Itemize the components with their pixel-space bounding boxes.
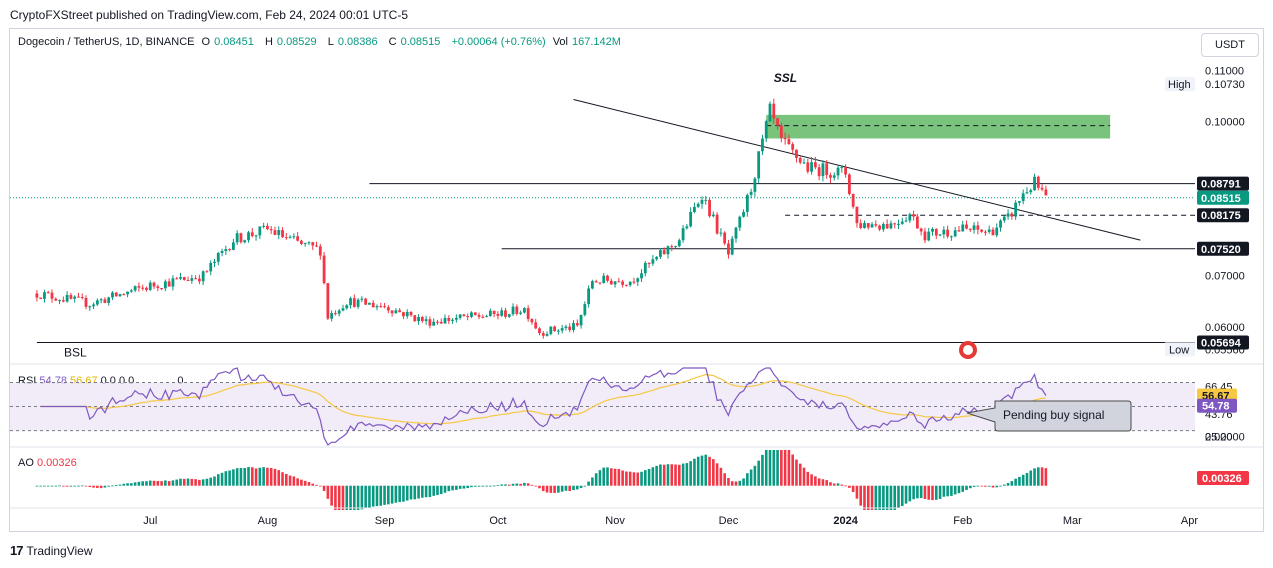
low-value: 0.08386: [337, 36, 378, 48]
rsi-legend: RSI 54.78 56.67 0 0 0 0 0: [18, 375, 183, 387]
ao-legend: AO 0.00326: [18, 457, 77, 469]
low-label: L: [327, 36, 334, 48]
open-value: 0.08451: [214, 36, 254, 48]
rsi-value: 54.78: [39, 375, 67, 387]
vol-label: Vol: [552, 36, 568, 48]
high-value: 0.08529: [276, 36, 317, 48]
rsi-extra: 0: [177, 375, 184, 387]
rsi-extra: 0: [118, 375, 126, 387]
chart-frame[interactable]: [9, 28, 1264, 532]
close-label: C: [388, 36, 397, 48]
open-label: O: [201, 36, 211, 48]
currency-button[interactable]: USDT: [1201, 33, 1259, 57]
tradingview-logo-icon: 17: [10, 543, 24, 558]
ao-label[interactable]: AO: [18, 457, 34, 469]
rsi-extra: 0: [128, 375, 135, 387]
rsi-ma-value: 56.67: [70, 375, 98, 387]
symbol-legend: Dogecoin / TetherUS, 1D, BINANCE O 0.0845…: [18, 36, 629, 48]
rsi-extra: 0: [100, 375, 107, 387]
change-value: +0.00064 (+0.76%): [451, 36, 546, 48]
rsi-extra: 0: [109, 375, 116, 387]
close-value: 0.08515: [400, 36, 441, 48]
rsi-label[interactable]: RSI: [18, 375, 37, 387]
footer: 17 TradingView: [10, 543, 93, 558]
footer-brand: TradingView: [26, 543, 93, 558]
publisher-line: CryptoFXStreet published on TradingView.…: [10, 8, 408, 22]
ao-value: 0.00326: [36, 457, 77, 469]
high-label: H: [264, 36, 273, 48]
vol-value: 167.142M: [572, 36, 621, 48]
symbol-name[interactable]: Dogecoin / TetherUS, 1D, BINANCE: [18, 36, 195, 48]
